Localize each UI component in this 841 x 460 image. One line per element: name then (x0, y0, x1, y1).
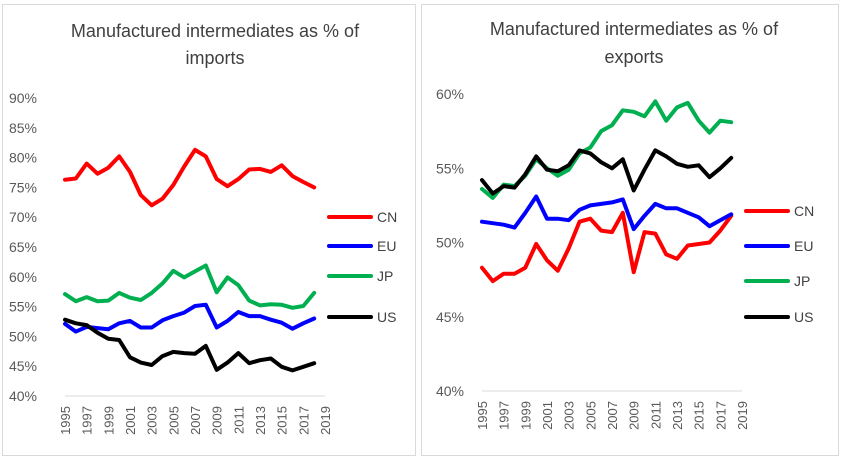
series-line-eu (480, 194, 734, 232)
series-line-cn (480, 210, 734, 284)
legend-label-us: US (377, 309, 396, 325)
series-line-us (480, 148, 734, 196)
y-tick-label: 55% (436, 160, 464, 176)
series-line-us (63, 317, 317, 373)
legend-label-eu: EU (794, 238, 813, 254)
exports-chart-panel: Manufactured intermediates as % of export… (421, 4, 839, 456)
x-tick-label: 2011 (231, 406, 246, 434)
y-tick-label: 45% (436, 309, 464, 325)
legend-label-jp: JP (377, 268, 393, 284)
legend-label-cn: CN (377, 209, 397, 225)
exports-chart: Manufactured intermediates as % of export… (436, 19, 814, 430)
x-tick-label: 2009 (627, 401, 642, 430)
x-tick-label: 2005 (583, 401, 598, 430)
x-tick-label: 2003 (562, 401, 577, 430)
y-tick-label: 80% (9, 150, 37, 166)
chart-title-line: exports (604, 47, 663, 67)
y-tick-label: 45% (9, 358, 37, 374)
y-tick-label: 50% (9, 328, 37, 344)
x-tick-label: 2007 (605, 401, 620, 430)
legend-label-us: US (794, 309, 813, 325)
y-tick-label: 50% (436, 235, 464, 251)
x-tick-label: 2009 (210, 406, 225, 435)
y-tick-label: 60% (436, 86, 464, 102)
x-tick-label: 1997 (497, 401, 512, 430)
y-tick-label: 65% (9, 239, 37, 255)
x-tick-label: 2013 (670, 401, 685, 430)
x-tick-label: 2005 (166, 406, 181, 435)
series-line-jp (63, 263, 317, 310)
x-tick-label: 2015 (275, 406, 290, 435)
x-tick-label: 2007 (188, 406, 203, 435)
y-tick-label: 40% (436, 383, 464, 399)
x-tick-label: 2003 (145, 406, 160, 435)
imports-chart: Manufactured intermediates as % of import… (9, 21, 397, 435)
legend-label-jp: JP (794, 273, 810, 289)
x-tick-label: 2019 (318, 406, 333, 435)
x-tick-label: 2001 (540, 401, 555, 430)
legend-label-eu: EU (377, 238, 396, 254)
y-tick-label: 85% (9, 120, 37, 136)
x-tick-label: 1995 (475, 401, 490, 430)
y-tick-label: 75% (9, 179, 37, 195)
x-tick-label: 2011 (648, 401, 663, 429)
y-tick-label: 70% (9, 209, 37, 225)
series-line-cn (63, 147, 317, 208)
y-tick-label: 55% (9, 299, 37, 315)
series-line-eu (63, 302, 317, 334)
y-tick-label: 60% (9, 269, 37, 285)
x-tick-label: 2015 (692, 401, 707, 430)
y-tick-label: 90% (9, 90, 37, 106)
y-tick-label: 40% (9, 388, 37, 404)
chart-title-line: Manufactured intermediates as % of (490, 19, 779, 39)
chart-title-line: Manufactured intermediates as % of (71, 21, 360, 41)
x-tick-label: 1999 (518, 401, 533, 430)
imports-chart-panel: Manufactured intermediates as % of import… (2, 4, 416, 456)
x-tick-label: 2013 (253, 406, 268, 435)
x-tick-label: 1995 (58, 406, 73, 435)
chart-title-line: imports (185, 48, 244, 68)
legend-label-cn: CN (794, 203, 814, 219)
x-tick-label: 1999 (101, 406, 116, 435)
x-tick-label: 2001 (123, 406, 138, 435)
x-tick-label: 1997 (80, 406, 95, 435)
x-tick-label: 2017 (713, 401, 728, 430)
x-tick-label: 2019 (735, 401, 750, 430)
x-tick-label: 2017 (296, 406, 311, 435)
